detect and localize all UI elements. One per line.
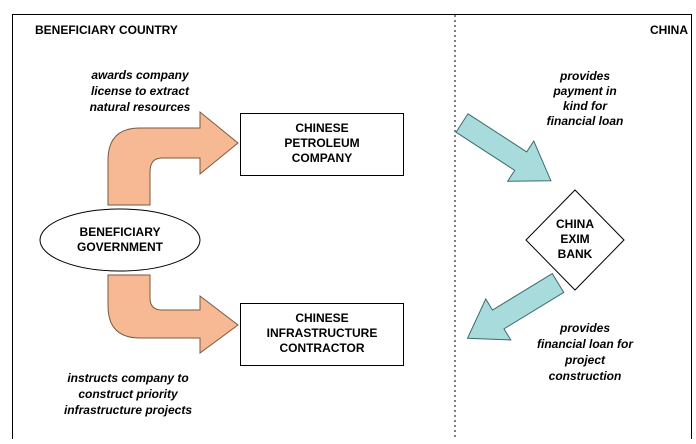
- government-ellipse: [39, 208, 201, 272]
- node-label: COMPANY: [292, 151, 352, 165]
- annotation: construct priority: [78, 387, 179, 401]
- node-label: CHINA: [556, 217, 594, 231]
- node-label: BENEFICIARY: [80, 225, 161, 239]
- node-label: CHINESE: [295, 311, 348, 325]
- annotation: kind for: [563, 99, 608, 113]
- node-label: PETROLEUM: [284, 136, 359, 150]
- header-right: CHINA: [650, 23, 688, 37]
- annotation: financial loan: [547, 114, 624, 128]
- node-label: CONTRACTOR: [279, 341, 364, 355]
- annotation: infrastructure projects: [64, 403, 192, 417]
- arrow-to-bank: [455, 113, 552, 182]
- annotation: construction: [549, 369, 622, 383]
- arrow-down-right: [107, 274, 239, 354]
- bank-diamond: [525, 189, 625, 291]
- annotation: natural resources: [90, 100, 191, 114]
- contractor-box: [240, 303, 404, 366]
- annotation: project: [564, 353, 606, 367]
- annotation: provides: [559, 69, 610, 83]
- node-label: GOVERNMENT: [77, 240, 164, 254]
- node-label: INFRASTRUCTURE: [267, 326, 378, 340]
- node-label: BANK: [558, 247, 593, 261]
- header-left: BENEFICIARY COUNTRY: [35, 23, 178, 37]
- annotation: payment in: [552, 84, 616, 98]
- annotation: awards company: [91, 68, 190, 82]
- frame: [12, 14, 692, 444]
- petroleum-box: [240, 113, 404, 176]
- node-label: CHINESE: [295, 121, 348, 135]
- annotation: license to extract: [91, 84, 190, 98]
- arrow-up-right: [107, 110, 239, 206]
- annotation: financial loan for: [537, 337, 634, 351]
- arrow-shape: [466, 272, 565, 341]
- annotation: provides: [559, 321, 610, 335]
- arrow-from-bank: [466, 272, 565, 341]
- node-label: EXIM: [560, 232, 589, 246]
- arrow-shape: [455, 113, 552, 182]
- annotation: instructs company to: [67, 371, 188, 385]
